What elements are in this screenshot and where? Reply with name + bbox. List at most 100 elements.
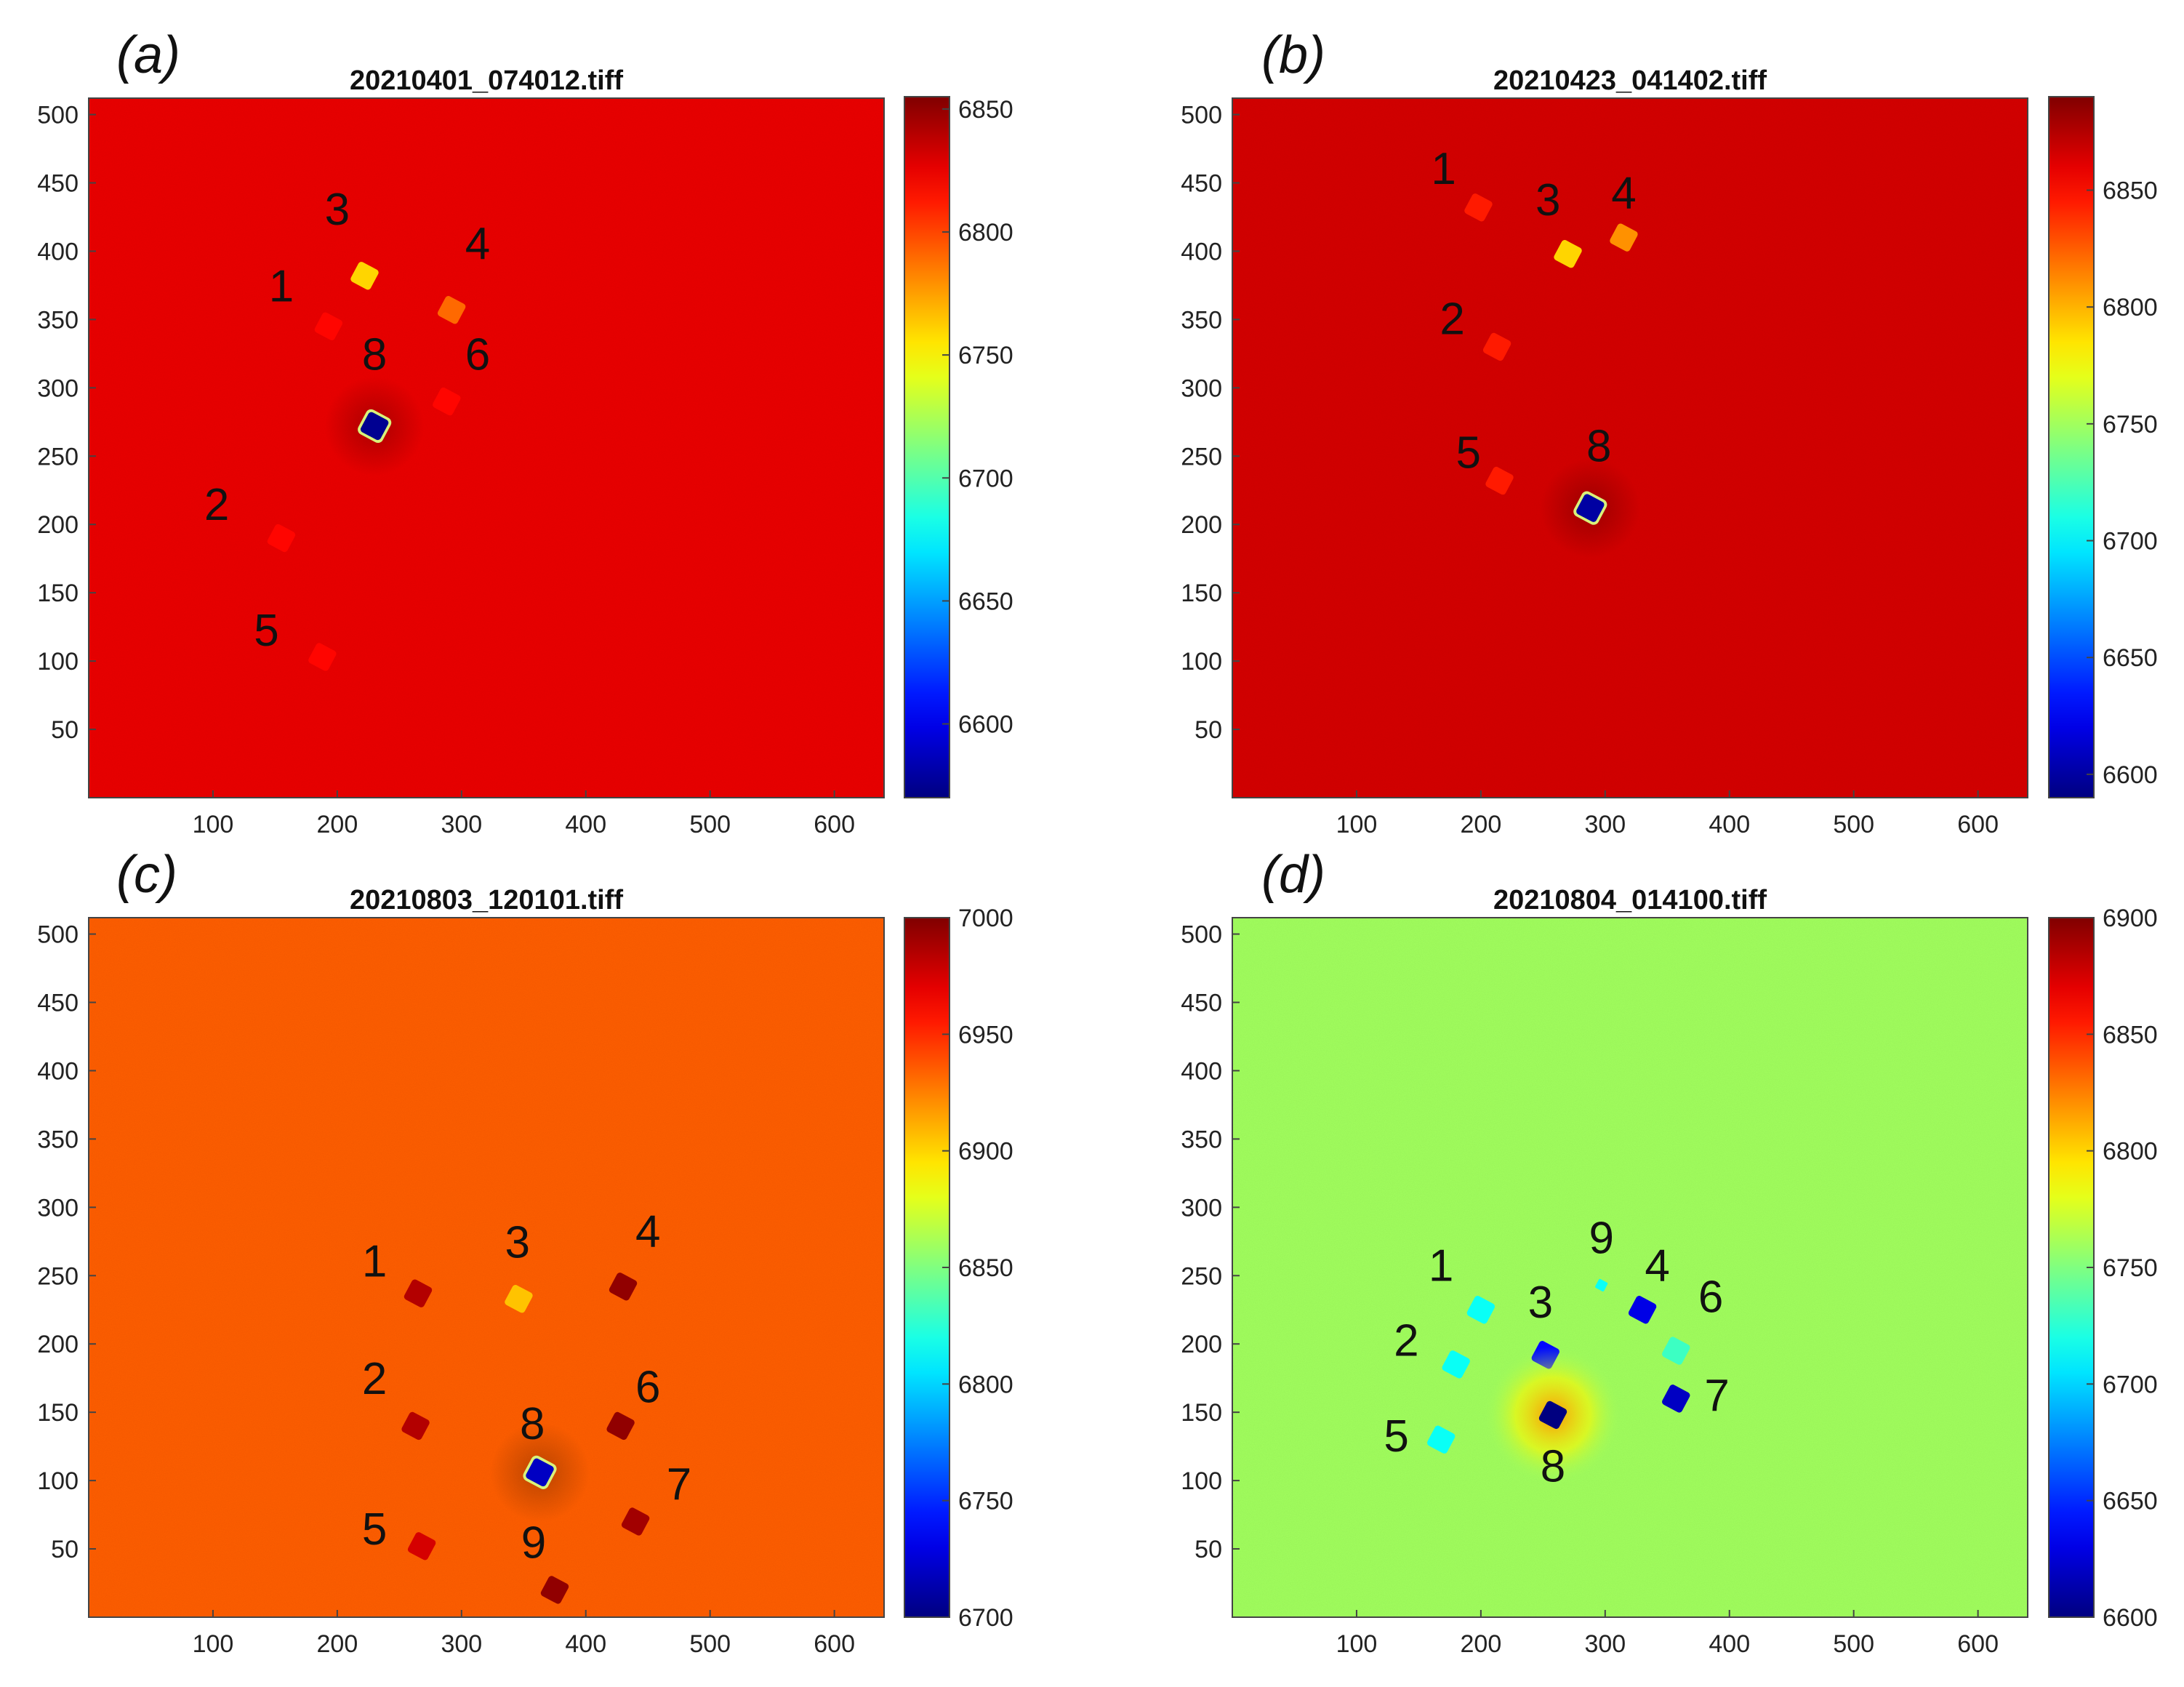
marker-square [1485, 466, 1514, 495]
marker-5 [1426, 1425, 1456, 1454]
y-tick-label: 50 [51, 1536, 79, 1563]
marker-2 [401, 1411, 430, 1440]
y-tick-label: 150 [1181, 1399, 1222, 1427]
y-tick-label: 50 [1195, 1536, 1222, 1563]
y-tick-label: 400 [37, 1057, 79, 1085]
y-tick-label: 400 [37, 238, 79, 265]
y-tick-label: 450 [1181, 989, 1222, 1017]
x-tick-label: 400 [565, 811, 606, 838]
colorbar-tick-label: 6850 [2103, 177, 2158, 205]
marker-square [1576, 494, 1605, 522]
colorbar-tick-label: 6650 [2103, 644, 2158, 672]
plot-title: 20210423_041402.tiff [1493, 65, 1767, 96]
x-tick-label: 600 [1957, 1630, 1999, 1658]
colorbar-tick-label: 6850 [958, 1254, 1013, 1282]
axes-frame [88, 97, 885, 798]
marker-5 [1485, 466, 1514, 495]
marker-label-4: 4 [1645, 1241, 1669, 1291]
panel-4: (d) 20210804_014100.tiff 12 3 4 5 6 7 8 9 100 200 30… [1181, 846, 2157, 1658]
y-tick-label: 350 [37, 1126, 79, 1153]
y-tick-label: 350 [37, 306, 79, 334]
plot-title: 20210401_074012.tiff [350, 65, 623, 96]
marker-4 [1610, 223, 1638, 252]
marker-label-1: 1 [362, 1237, 387, 1287]
colorbar-tick-label: 6700 [958, 465, 1013, 492]
marker-5 [308, 643, 337, 671]
marker-square [350, 262, 379, 290]
y-tick-label: 300 [37, 374, 79, 402]
y-tick-label: 200 [37, 511, 79, 539]
marker-label-3: 3 [1528, 1278, 1553, 1328]
marker-7 [621, 1507, 650, 1536]
x-tick-label: 500 [689, 1630, 731, 1658]
marker-label-9: 9 [1589, 1214, 1613, 1264]
marker-label-7: 7 [667, 1459, 691, 1510]
colorbar-tick-label: 6750 [958, 342, 1013, 369]
y-tick-label: 350 [1181, 1126, 1222, 1153]
sensor-noise [89, 918, 884, 1617]
marker-label-2: 2 [1440, 294, 1464, 345]
marker-label-2: 2 [1394, 1316, 1418, 1366]
colorbar: 6700 6750 6800 6850 6900 6950 7000 [904, 905, 1013, 1632]
y-tick-label: 50 [51, 716, 79, 744]
y-tick-label: 250 [37, 443, 79, 470]
y-tick-label: 450 [1181, 169, 1222, 197]
colorbar-tick-label: 7000 [958, 905, 1013, 932]
x-tick-label: 300 [441, 1630, 482, 1658]
marker-square [1442, 1350, 1470, 1379]
marker-square [433, 387, 461, 416]
marker-label-4: 4 [1611, 169, 1636, 219]
x-tick-label: 200 [317, 1630, 358, 1658]
y-tick-label: 500 [1181, 102, 1222, 129]
colorbar: 6600 6650 6700 6750 6800 6850 [904, 96, 1013, 798]
y-tick-label: 300 [37, 1194, 79, 1222]
colorbar-tick-label: 6600 [2103, 1604, 2158, 1632]
sensor-noise [1232, 98, 2028, 798]
x-tick-label: 400 [1709, 811, 1750, 838]
y-tick-label: 250 [1181, 443, 1222, 470]
marker-label-5: 5 [254, 606, 278, 656]
colorbar-tick-label: 6600 [2103, 761, 2158, 789]
y-tick-label: 200 [1181, 511, 1222, 539]
y-tick-label: 150 [37, 580, 79, 607]
colorbar: 6600 6650 6700 6750 6800 6850 [2048, 96, 2158, 798]
y-tick-label: 450 [37, 989, 79, 1017]
marker-label-5: 5 [362, 1504, 387, 1555]
marker-label-7: 7 [1704, 1371, 1729, 1421]
x-tick-label: 500 [689, 811, 731, 838]
axes-frame [88, 917, 885, 1618]
colorbar-tick-label: 6700 [2103, 528, 2158, 556]
marker-square [1466, 1296, 1496, 1324]
axes-frame [1232, 97, 2028, 798]
marker-label-8: 8 [362, 329, 387, 380]
marker-label-5: 5 [1456, 428, 1481, 478]
marker-1 [1466, 1296, 1496, 1324]
marker-label-2: 2 [362, 1354, 387, 1404]
y-tick-label: 300 [1181, 374, 1222, 402]
heatmap [1232, 98, 2028, 798]
marker-label-1: 1 [1431, 144, 1456, 194]
marker-square [267, 524, 296, 553]
panel-3: (c) 20210803_120101.tiff 1 2 3 4 5 67 8 9 100 200 30… [37, 846, 1013, 1658]
y-tick-label: 200 [1181, 1331, 1222, 1358]
marker-label-4: 4 [635, 1206, 660, 1257]
panel-label: (b) [1261, 26, 1325, 84]
marker-label-9: 9 [521, 1518, 546, 1568]
marker-square [437, 296, 466, 324]
colorbar: 6600 6650 6700 6750 6800 6850 6900 [2048, 905, 2158, 1632]
marker-label-8: 8 [1541, 1441, 1565, 1491]
colorbar-tick-label: 6700 [2103, 1371, 2158, 1398]
marker-square [505, 1285, 533, 1313]
marker-8 [523, 1455, 557, 1489]
colorbar-tick-label: 6650 [958, 588, 1013, 615]
marker-square [1610, 223, 1638, 252]
marker-4 [609, 1273, 638, 1301]
heatmap [89, 98, 884, 798]
y-tick-label: 150 [37, 1399, 79, 1427]
marker-label-1: 1 [1429, 1241, 1453, 1291]
colorbar-tick-label: 6650 [2103, 1488, 2158, 1515]
y-tick-label: 50 [1195, 716, 1222, 744]
marker-square [606, 1411, 635, 1440]
marker-square [1538, 1401, 1567, 1430]
marker-9 [1595, 1278, 1608, 1291]
